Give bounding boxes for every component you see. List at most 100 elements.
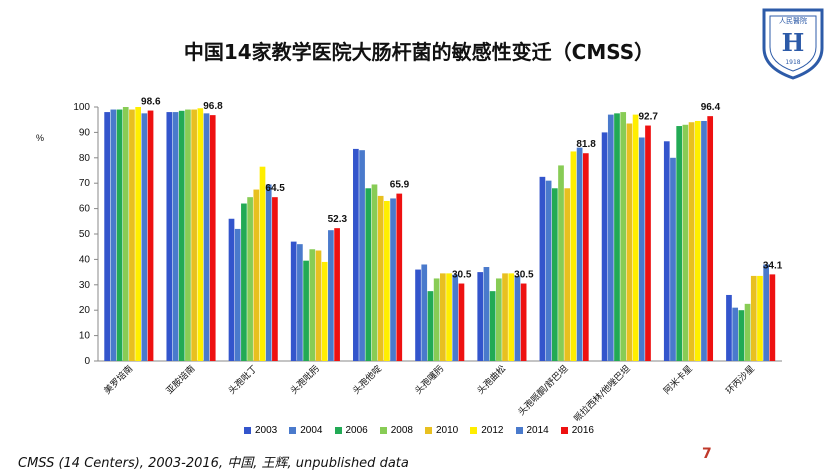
y-tick-label: 0	[84, 356, 90, 367]
bar	[353, 148, 359, 361]
y-tick-label: 50	[79, 229, 91, 240]
bar	[415, 269, 421, 361]
legend-swatch	[425, 427, 432, 434]
legend-item: 2006	[334, 425, 368, 436]
bar	[135, 107, 141, 361]
legend-item: 2003	[244, 425, 277, 436]
bar	[732, 307, 739, 361]
legend-swatch	[334, 427, 342, 434]
page-title: 中国14家教学医院大肠杆菌的敏感性变迁（CMSS）	[183, 40, 655, 64]
bar	[520, 283, 527, 361]
category-label: 亚胺培南	[163, 363, 197, 397]
bar	[738, 310, 745, 361]
bar	[247, 197, 253, 361]
bar	[297, 244, 303, 361]
bar	[489, 291, 496, 361]
bar	[377, 195, 384, 361]
bar	[620, 112, 627, 361]
y-tick-label: 20	[79, 305, 91, 316]
bar	[701, 120, 707, 361]
y-tick-label: 10	[79, 331, 91, 342]
legend-label: 2010	[436, 425, 459, 436]
bar	[359, 150, 365, 361]
bar	[384, 200, 390, 361]
bar	[259, 166, 266, 361]
y-tick-label: 40	[79, 254, 91, 265]
bar	[614, 113, 620, 361]
bar	[396, 193, 403, 361]
bar	[178, 110, 185, 361]
category-label: 头孢吡丁	[226, 363, 260, 397]
legend-item: 2016	[560, 425, 594, 436]
bar	[272, 197, 278, 361]
bar	[290, 241, 297, 361]
y-tick-label: 80	[79, 153, 91, 164]
bar	[241, 203, 247, 361]
legend-swatch	[289, 427, 297, 434]
bar	[334, 228, 340, 361]
data-label: 96.8	[203, 101, 223, 112]
data-label: 65.9	[390, 180, 410, 191]
category-label: 美罗培南	[101, 363, 135, 397]
bar	[197, 108, 204, 362]
y-axis-label: %	[36, 133, 44, 143]
bar	[514, 275, 521, 361]
bar	[707, 116, 714, 361]
legend-item: 2010	[425, 425, 458, 436]
logo-year: 1918	[785, 59, 800, 66]
category-label: 哌拉西林/他唑巴坦	[571, 363, 633, 425]
y-tick-label: 60	[79, 204, 91, 215]
bar	[564, 188, 571, 361]
bar	[129, 109, 135, 361]
category-label: 阿米卡星	[661, 363, 695, 397]
bar	[321, 261, 328, 361]
bar	[185, 109, 191, 361]
legend-label: 2006	[345, 425, 368, 436]
bar	[757, 275, 763, 361]
category-label: 头孢吡肟	[288, 363, 322, 397]
legend-item: 2014	[515, 425, 549, 436]
bar	[172, 112, 179, 361]
bar	[750, 275, 757, 361]
legend-label: 2004	[300, 425, 323, 436]
bar	[421, 264, 428, 361]
bar	[228, 218, 235, 361]
bar	[315, 250, 322, 361]
legend-label: 2016	[571, 425, 594, 436]
legend-swatch	[560, 427, 568, 434]
legend-item: 2012	[470, 425, 504, 436]
bar	[676, 126, 683, 361]
bar	[203, 113, 210, 361]
bar	[265, 184, 272, 361]
legend-swatch	[379, 427, 387, 434]
footer-note: CMSS (14 Centers), 2003-2016, 中国, 王辉, un…	[18, 456, 409, 471]
data-label: 92.7	[639, 112, 659, 123]
legend-swatch	[470, 427, 478, 434]
y-tick-label: 100	[73, 102, 90, 113]
data-label: 81.8	[576, 139, 596, 150]
bar	[694, 120, 701, 361]
bar	[328, 230, 334, 361]
bar	[234, 228, 241, 361]
bar	[390, 198, 396, 361]
bar	[477, 272, 484, 361]
bar	[582, 153, 589, 361]
bar	[495, 278, 502, 361]
bar	[122, 107, 129, 361]
bar	[682, 124, 689, 361]
legend-swatch	[244, 427, 251, 434]
data-label: 98.6	[141, 97, 161, 108]
legend-item: 2004	[289, 425, 323, 436]
page-number: 7	[702, 446, 712, 462]
bar	[309, 249, 316, 361]
bar	[166, 112, 173, 361]
bar	[141, 113, 148, 361]
category-label: 头孢哌酮/舒巴坦	[515, 363, 570, 418]
legend-item: 2008	[379, 425, 413, 436]
bar	[303, 260, 309, 361]
logo-center: H	[782, 28, 805, 57]
bar	[458, 283, 465, 361]
bar	[663, 141, 670, 361]
bar	[209, 115, 216, 362]
